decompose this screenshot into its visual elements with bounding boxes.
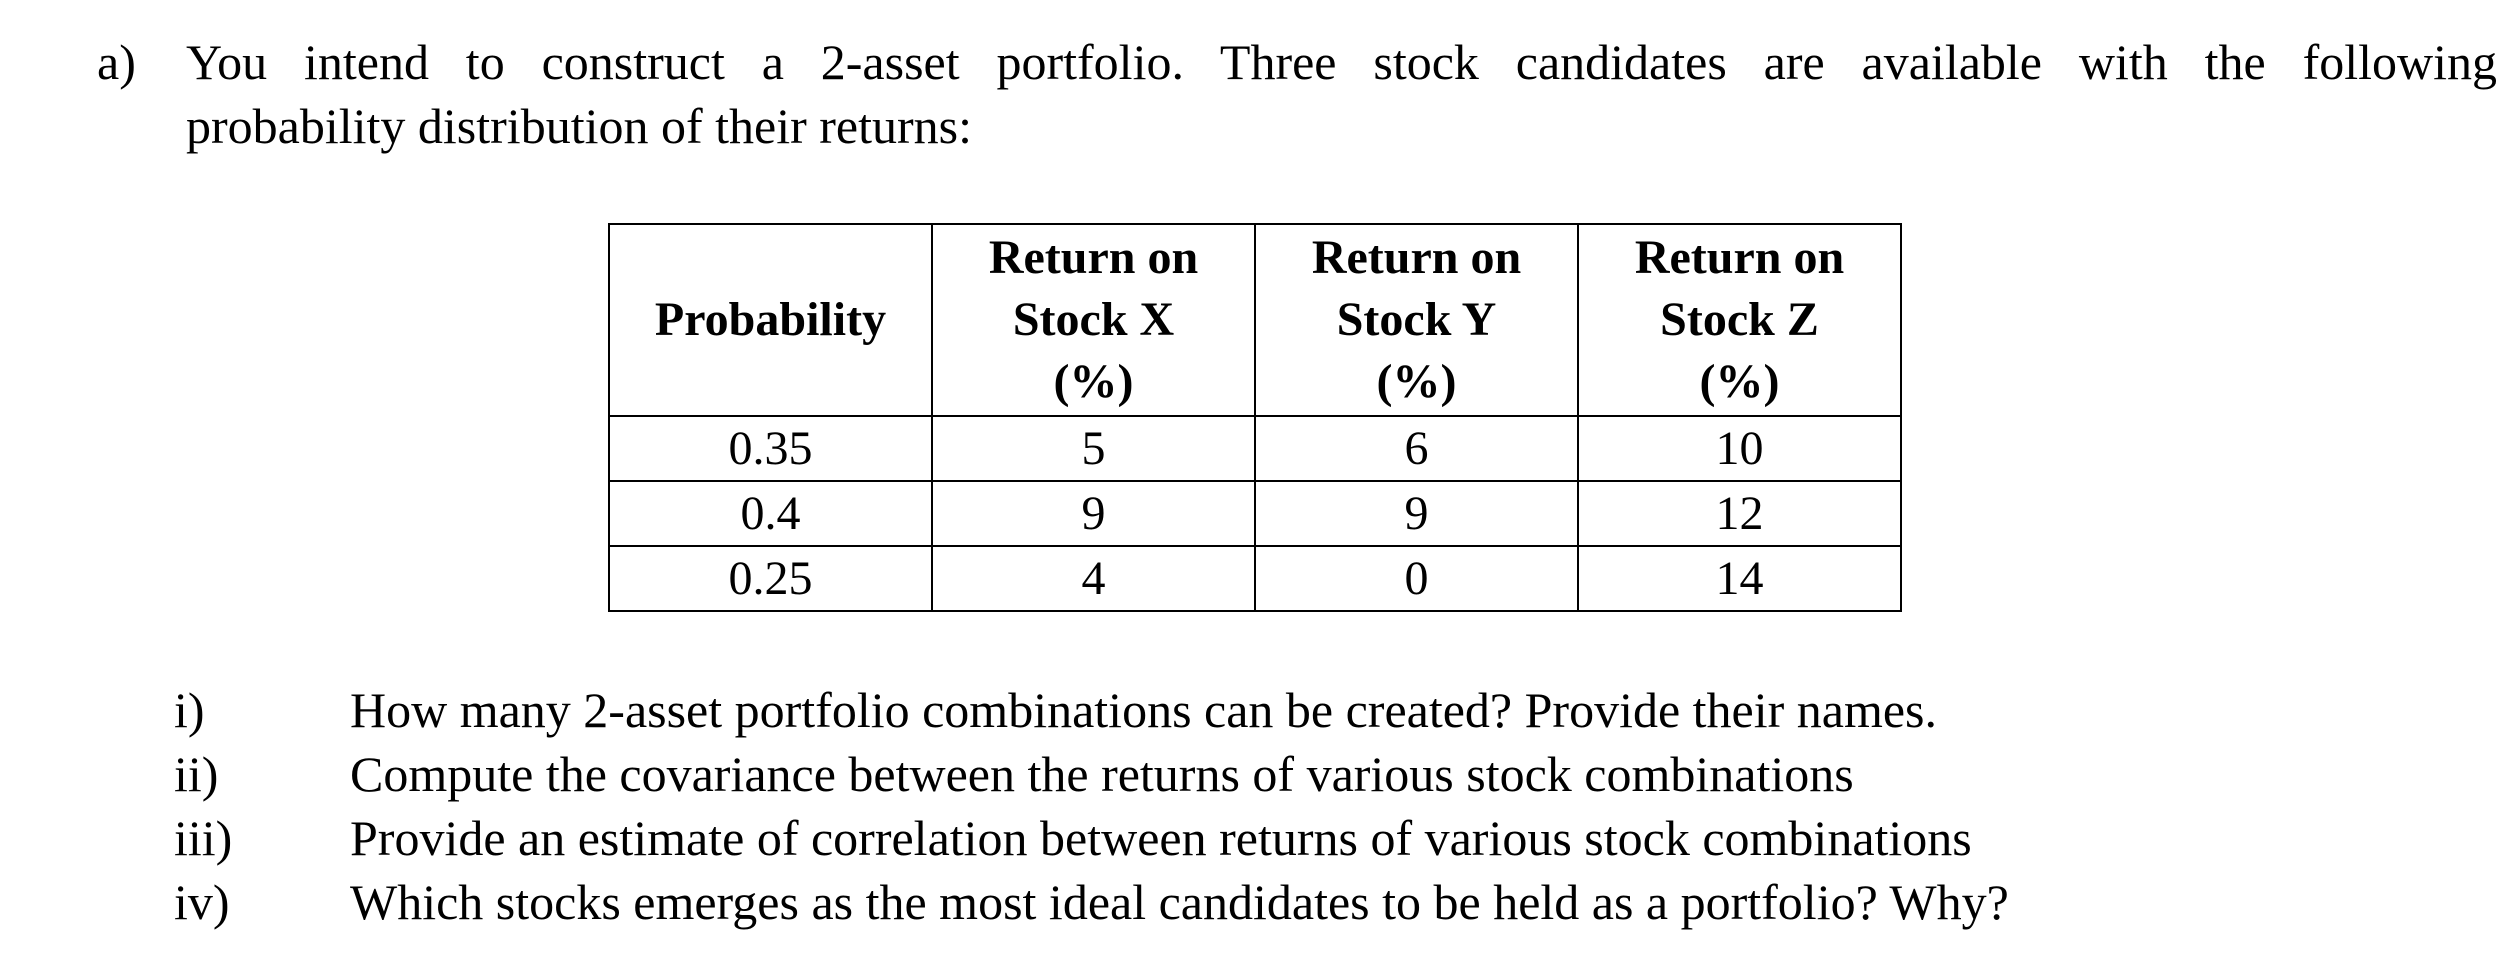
item-number: i) (174, 682, 205, 738)
header-stock-y: Return on Stock Y (%) (1254, 223, 1579, 417)
table-row: 0.4 9 9 12 (608, 480, 1902, 547)
sub-questions: i) How many 2-asset portfolio combination… (174, 678, 2009, 934)
list-item: iii) Provide an estimate of correlation b… (174, 806, 2009, 870)
question-line-2: probability distribution of their return… (186, 98, 972, 154)
item-number: ii) (174, 746, 219, 802)
cell-stock-x: 5 (931, 415, 1256, 482)
question-label: a) (97, 34, 136, 90)
item-text: Which stocks emerges as the most ideal c… (350, 874, 2009, 930)
cell-stock-x: 4 (931, 545, 1256, 612)
header-probability: Probability (608, 223, 933, 417)
cell-stock-y: 6 (1254, 415, 1579, 482)
cell-stock-z: 14 (1577, 545, 1902, 612)
returns-table: Probability Return on Stock X (%) Return o… (608, 223, 1902, 612)
cell-stock-x: 9 (931, 480, 1256, 547)
cell-stock-y: 0 (1254, 545, 1579, 612)
header-stock-x: Return on Stock X (%) (931, 223, 1256, 417)
table-row: 0.25 4 0 14 (608, 545, 1902, 612)
cell-probability: 0.4 (608, 480, 933, 547)
list-item: ii) Compute the covariance between the re… (174, 742, 2009, 806)
cell-probability: 0.25 (608, 545, 933, 612)
question-line-1: You intend to construct a 2-asset portfo… (186, 34, 2497, 90)
list-item: i) How many 2-asset portfolio combination… (174, 678, 2009, 742)
cell-stock-y: 9 (1254, 480, 1579, 547)
list-item: iv) Which stocks emerges as the most idea… (174, 870, 2009, 934)
item-number: iv) (174, 874, 230, 930)
item-number: iii) (174, 810, 233, 866)
table-header-row: Probability Return on Stock X (%) Return o… (608, 223, 1902, 417)
cell-probability: 0.35 (608, 415, 933, 482)
item-text: Compute the covariance between the retur… (350, 746, 1854, 802)
item-text: How many 2-asset portfolio combinations … (350, 682, 1938, 738)
cell-stock-z: 10 (1577, 415, 1902, 482)
table-row: 0.35 5 6 10 (608, 415, 1902, 482)
item-text: Provide an estimate of correlation betwe… (350, 810, 1972, 866)
question-intro: a) You intend to construct a 2-asset por… (97, 30, 2497, 158)
header-stock-z: Return on Stock Z (%) (1577, 223, 1902, 417)
cell-stock-z: 12 (1577, 480, 1902, 547)
